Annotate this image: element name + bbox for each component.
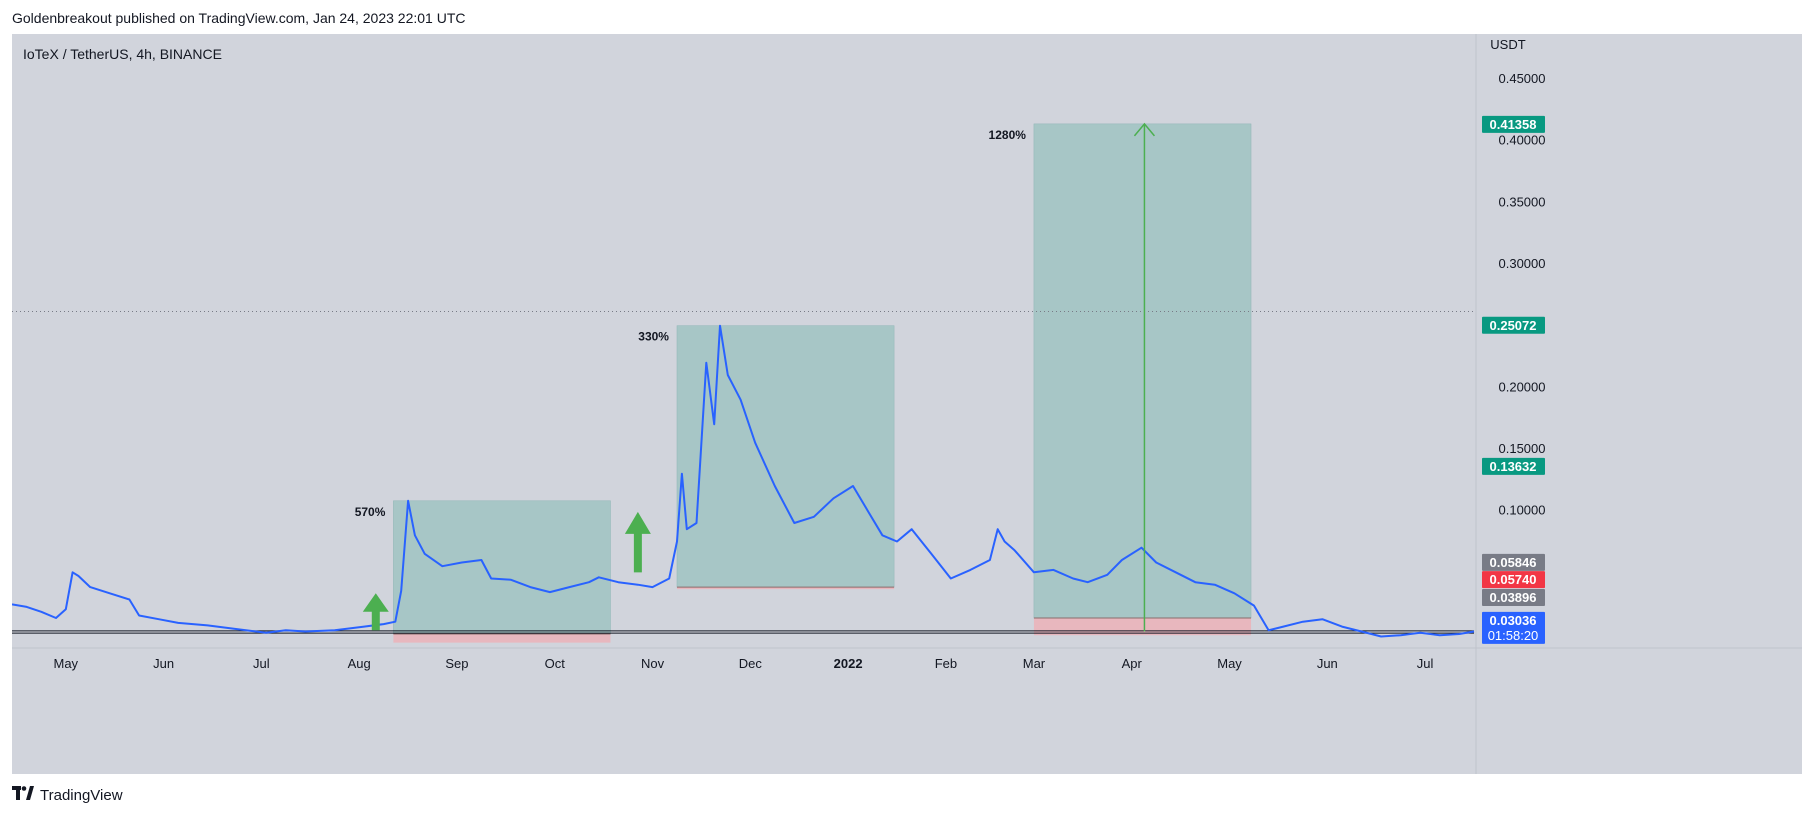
profit-zone [1033, 123, 1252, 619]
x-tick-label: 2022 [834, 656, 863, 671]
x-tick-label: Sep [445, 656, 468, 671]
price-badge-label: 0.03896 [1490, 590, 1537, 605]
x-tick-label: Aug [348, 656, 371, 671]
x-tick-label: Apr [1122, 656, 1143, 671]
price-badge [1482, 553, 1545, 571]
zone-percent-label: 1280% [989, 128, 1027, 142]
up-arrow-icon [624, 511, 651, 573]
zone-percent-label: 570% [355, 505, 386, 519]
zone-percent-label: 330% [638, 330, 669, 344]
price-badge [1482, 115, 1545, 133]
y-tick-label: 0.40000 [1499, 133, 1546, 148]
y-tick-label: 0.35000 [1499, 194, 1546, 209]
y-tick-label: 0.45000 [1499, 71, 1546, 86]
price-chart[interactable]: 570%330%1280%0.100000.150000.200000.2500… [12, 34, 1802, 774]
price-badge-label: 0.03036 [1490, 613, 1537, 628]
x-tick-label: Feb [935, 656, 957, 671]
y-tick-label: 0.20000 [1499, 379, 1546, 394]
currency-label: USDT [1490, 37, 1525, 52]
y-tick-label: 0.30000 [1499, 256, 1546, 271]
y-tick-label: 0.15000 [1499, 441, 1546, 456]
up-arrow-head [1133, 122, 1156, 137]
price-series-line [12, 324, 1475, 638]
tv-logo-icon [12, 786, 34, 805]
price-badge-label: 0.41358 [1490, 117, 1537, 132]
price-badge-label: 0.25072 [1490, 318, 1537, 333]
countdown-label: 01:58:20 [1488, 628, 1539, 643]
loss-zone [676, 587, 895, 590]
loss-zone [393, 634, 611, 643]
x-tick-label: Dec [739, 656, 763, 671]
x-tick-label: Jun [153, 656, 174, 671]
chart-area[interactable]: 570%330%1280%0.100000.150000.200000.2500… [12, 34, 1802, 774]
profit-zone [393, 500, 611, 635]
footer-brand: TradingView [40, 787, 123, 804]
x-tick-label: Oct [545, 656, 566, 671]
price-badge [1482, 611, 1545, 644]
profit-zone [676, 325, 895, 588]
x-tick-label: Mar [1023, 656, 1046, 671]
price-badge [1482, 589, 1545, 606]
y-tick-label: 0.10000 [1499, 503, 1546, 518]
price-badge [1482, 316, 1545, 334]
price-badge [1482, 457, 1545, 475]
up-arrow-icon [362, 593, 389, 631]
price-badge-label: 0.05740 [1490, 572, 1537, 587]
x-tick-label: Jun [1317, 656, 1338, 671]
x-tick-label: May [1217, 656, 1242, 671]
x-tick-label: Jul [253, 656, 270, 671]
symbol-label: IoTeX / TetherUS, 4h, BINANCE [23, 46, 222, 62]
price-badge-label: 0.13632 [1490, 459, 1537, 474]
x-tick-label: May [54, 656, 79, 671]
footer: TradingView [12, 786, 123, 805]
x-tick-label: Nov [641, 656, 665, 671]
x-tick-label: Jul [1417, 656, 1434, 671]
publish-header: Goldenbreakout published on TradingView.… [12, 10, 466, 26]
price-badge [1482, 571, 1545, 589]
price-badge-label: 0.05846 [1490, 555, 1537, 570]
